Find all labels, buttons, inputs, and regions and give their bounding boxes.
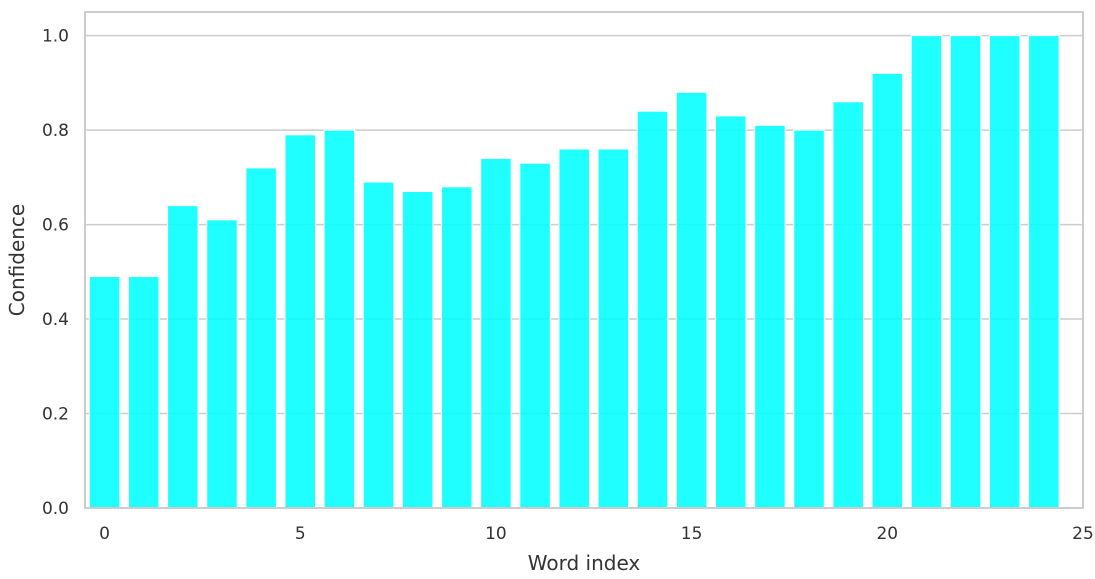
plot-frame <box>84 11 1084 509</box>
bar <box>558 148 590 509</box>
bar <box>675 91 708 509</box>
x-tick-label: 15 <box>681 524 703 544</box>
bar <box>167 205 199 509</box>
bar <box>519 162 551 509</box>
y-tick-label: 0.8 <box>42 121 69 141</box>
bar <box>441 186 473 509</box>
bar <box>949 35 982 509</box>
bar <box>636 110 669 509</box>
bars <box>88 35 1060 509</box>
bar <box>401 191 434 509</box>
x-axis-label: Word index <box>528 551 641 575</box>
bar <box>910 35 943 509</box>
bar <box>480 157 512 509</box>
bar <box>1028 35 1060 509</box>
y-axis-label: Confidence <box>5 204 29 316</box>
bar <box>284 134 317 509</box>
x-tick-label: 25 <box>1072 524 1094 544</box>
bar <box>362 181 395 509</box>
bar <box>597 148 630 509</box>
bar <box>127 276 160 509</box>
x-tick-label: 10 <box>485 524 507 544</box>
y-tick-label: 0.6 <box>42 216 69 236</box>
y-tick-label: 1.0 <box>42 27 69 47</box>
bar <box>206 219 238 509</box>
bar <box>871 72 904 509</box>
bar <box>793 129 825 509</box>
x-tick-label: 5 <box>295 524 306 544</box>
x-tick-labels: 0 5 10 15 20 25 <box>99 524 1094 544</box>
x-tick-label: 0 <box>99 524 110 544</box>
y-tick-label: 0.2 <box>42 405 69 425</box>
bar <box>715 115 747 509</box>
bar <box>323 129 356 509</box>
bar <box>245 167 277 509</box>
y-tick-label: 0.0 <box>42 499 69 519</box>
x-tick-label: 20 <box>876 524 898 544</box>
bar <box>988 35 1021 509</box>
bar <box>832 101 864 509</box>
bar <box>88 276 121 509</box>
y-tick-label: 0.4 <box>42 310 69 330</box>
bar <box>754 124 786 509</box>
y-tick-labels: 0.0 0.2 0.4 0.6 0.8 1.0 <box>42 27 69 519</box>
